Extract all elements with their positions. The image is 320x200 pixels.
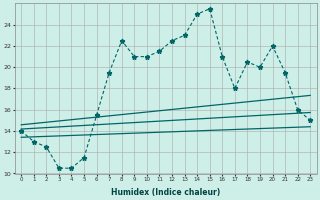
X-axis label: Humidex (Indice chaleur): Humidex (Indice chaleur) [111, 188, 220, 197]
